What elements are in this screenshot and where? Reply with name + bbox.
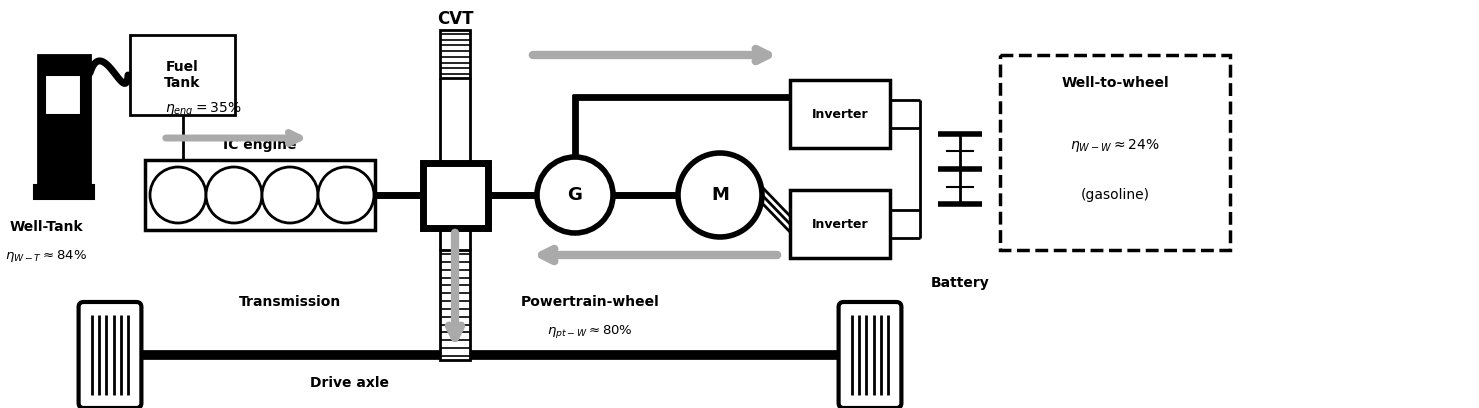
Text: Well-Tank: Well-Tank xyxy=(10,220,84,234)
Bar xyxy=(790,80,890,148)
Bar xyxy=(44,75,81,115)
Circle shape xyxy=(537,157,612,233)
Bar xyxy=(130,35,235,115)
Circle shape xyxy=(262,167,318,223)
Text: Fuel
Tank: Fuel Tank xyxy=(164,60,201,90)
Text: Inverter: Inverter xyxy=(812,217,868,231)
Bar xyxy=(34,185,95,199)
Text: $\eta_{eng}=35\%$: $\eta_{eng}=35\%$ xyxy=(166,101,241,119)
Text: Powertrain-wheel: Powertrain-wheel xyxy=(521,295,660,309)
Text: CVT: CVT xyxy=(436,10,473,28)
Text: (gasoline): (gasoline) xyxy=(1081,188,1149,202)
Circle shape xyxy=(318,167,374,223)
Text: Well-to-wheel: Well-to-wheel xyxy=(1062,76,1168,90)
Circle shape xyxy=(677,153,762,237)
Text: $\eta_{W-T}\approx84\%$: $\eta_{W-T}\approx84\%$ xyxy=(4,248,87,264)
FancyBboxPatch shape xyxy=(78,302,142,408)
Bar xyxy=(38,55,90,185)
Bar xyxy=(439,30,470,78)
Text: Inverter: Inverter xyxy=(812,107,868,120)
Bar xyxy=(439,250,470,360)
Text: M: M xyxy=(711,186,729,204)
Circle shape xyxy=(206,167,262,223)
Text: $\eta_{W-W}\approx24\%$: $\eta_{W-W}\approx24\%$ xyxy=(1071,137,1160,153)
Bar xyxy=(423,163,488,228)
Text: Battery: Battery xyxy=(930,276,989,290)
Bar xyxy=(790,190,890,258)
Text: G: G xyxy=(568,186,583,204)
Bar xyxy=(145,160,376,230)
Bar xyxy=(1000,55,1231,250)
Circle shape xyxy=(149,167,206,223)
Text: Drive axle: Drive axle xyxy=(311,376,389,390)
FancyBboxPatch shape xyxy=(839,302,901,408)
Text: $\eta_{pt-W}\approx80\%$: $\eta_{pt-W}\approx80\%$ xyxy=(547,323,633,340)
Text: IC engine: IC engine xyxy=(223,138,297,152)
Text: Transmission: Transmission xyxy=(240,295,342,309)
